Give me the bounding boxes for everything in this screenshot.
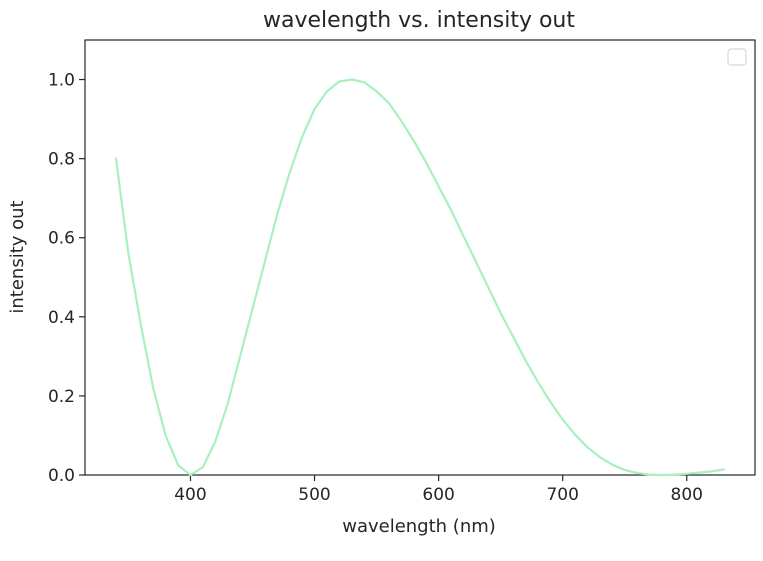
y-tick-label: 0.6 bbox=[48, 229, 75, 249]
x-tick-label: 600 bbox=[422, 485, 454, 505]
x-tick-label: 800 bbox=[671, 485, 703, 505]
legend-box bbox=[728, 49, 746, 65]
y-axis-label: intensity out bbox=[7, 200, 28, 313]
plot-frame bbox=[85, 40, 755, 475]
x-tick-label: 400 bbox=[174, 485, 206, 505]
y-tick-label: 0.2 bbox=[48, 387, 75, 407]
x-tick-label: 700 bbox=[546, 485, 578, 505]
chart-title: wavelength vs. intensity out bbox=[263, 8, 575, 33]
y-tick-label: 0.8 bbox=[48, 150, 75, 170]
x-axis: 400 500 600 700 800 bbox=[174, 475, 703, 505]
y-tick-label: 0.0 bbox=[48, 466, 75, 486]
y-tick-label: 1.0 bbox=[48, 71, 75, 91]
y-axis: 0.0 0.2 0.4 0.6 0.8 1.0 bbox=[48, 71, 85, 486]
x-tick-label: 500 bbox=[298, 485, 330, 505]
y-tick-label: 0.4 bbox=[48, 308, 75, 328]
x-axis-label: wavelength (nm) bbox=[342, 516, 496, 537]
